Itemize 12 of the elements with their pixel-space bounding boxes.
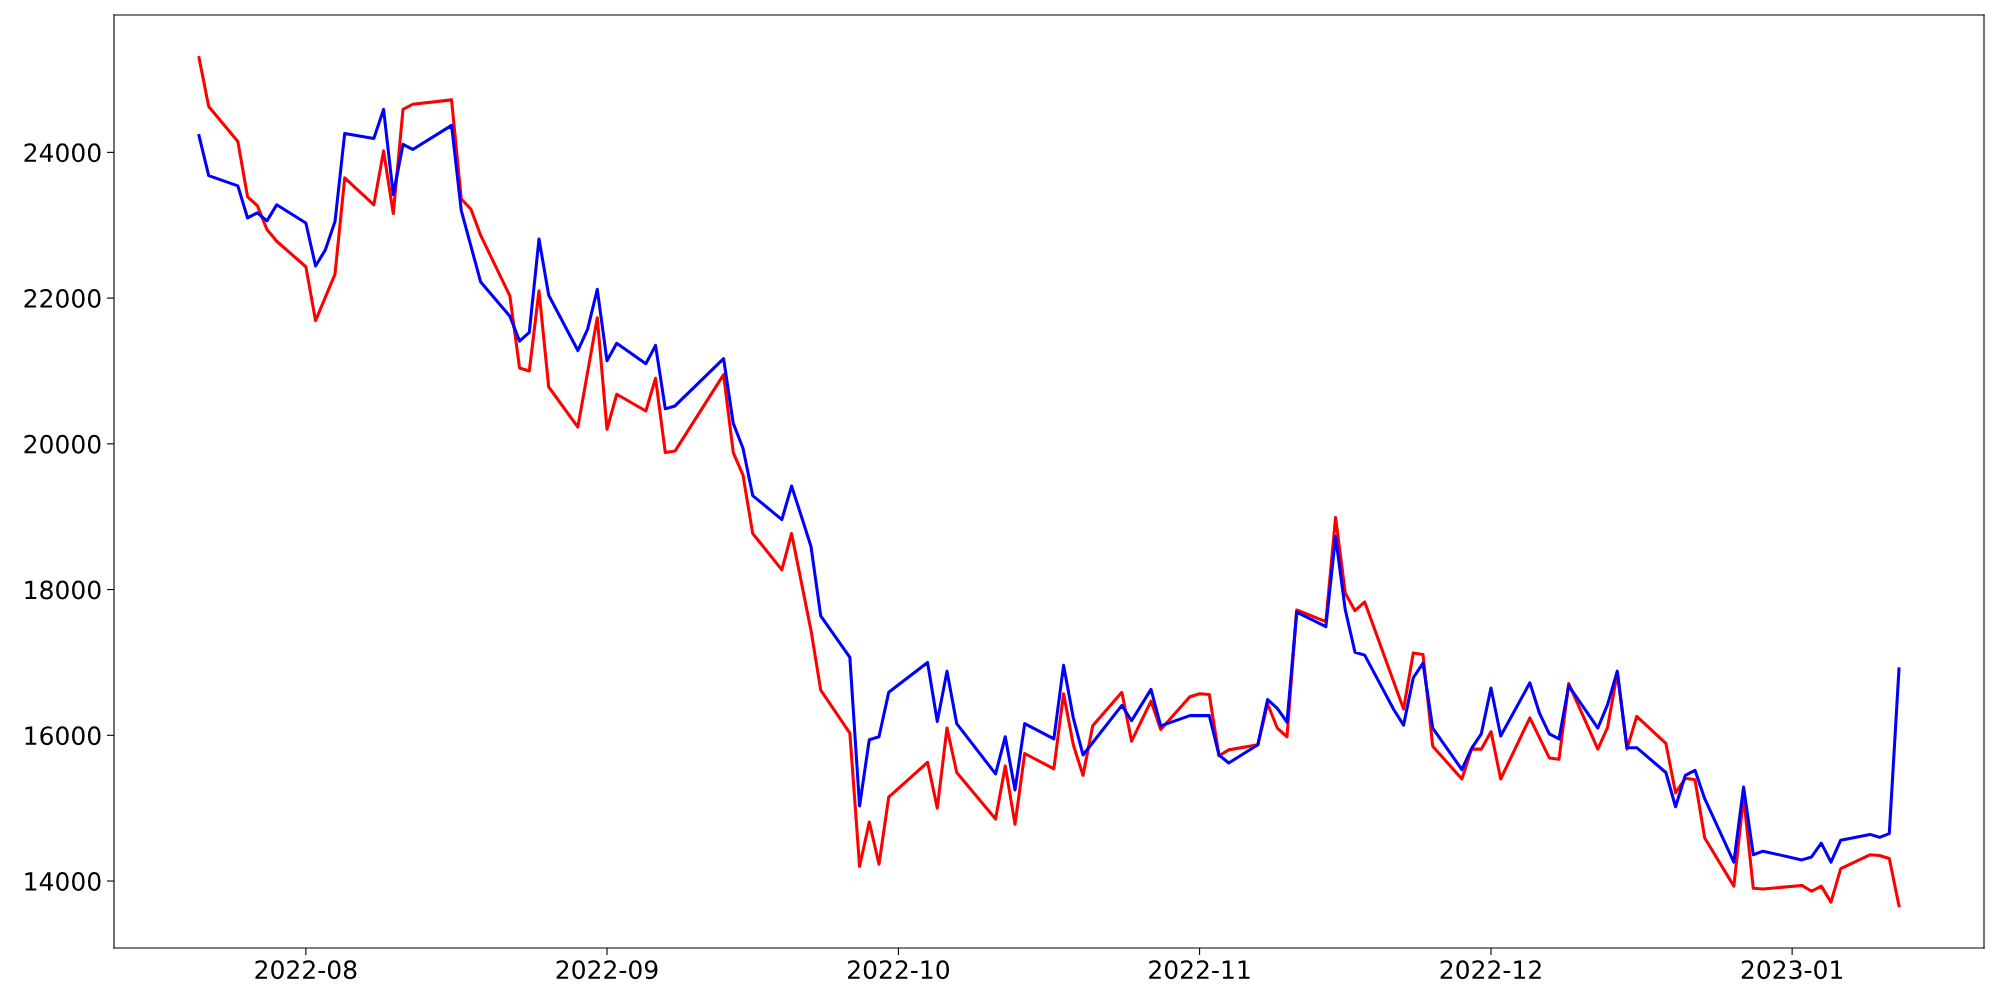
y-tick-label: 14000 [25, 871, 101, 891]
y-tick-label: 18000 [25, 580, 101, 600]
x-tick-label: 2022-11 [1149, 960, 1250, 980]
x-tick-label: 2022-10 [848, 960, 949, 980]
x-tick-label: 2022-12 [1440, 960, 1541, 980]
y-tick-label: 22000 [24, 289, 101, 308]
x-tick-label: 2022-09 [556, 960, 658, 980]
x-tick-label: 2023-01 [1741, 960, 1843, 980]
y-tick-label: 16000 [25, 726, 101, 746]
y-tick-label: 20000 [24, 434, 101, 454]
y-tick-label: 24000 [24, 143, 101, 163]
x-tick-label: 2022-08 [255, 960, 357, 980]
